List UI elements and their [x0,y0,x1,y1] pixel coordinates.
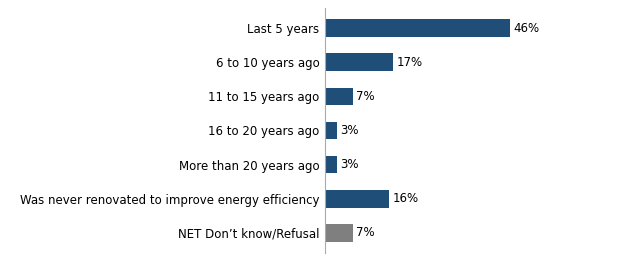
Bar [325,224,353,242]
Text: 7%: 7% [356,226,375,239]
Bar [325,156,337,174]
Bar [325,88,353,105]
Bar [325,54,393,71]
Bar [325,122,337,139]
Text: 46%: 46% [513,22,539,35]
Text: 16%: 16% [392,192,419,205]
Bar [325,19,510,37]
Text: 3%: 3% [340,124,359,137]
Text: 3%: 3% [340,158,359,171]
Text: 7%: 7% [356,90,375,103]
Bar [325,190,389,207]
Text: 17%: 17% [396,56,422,69]
